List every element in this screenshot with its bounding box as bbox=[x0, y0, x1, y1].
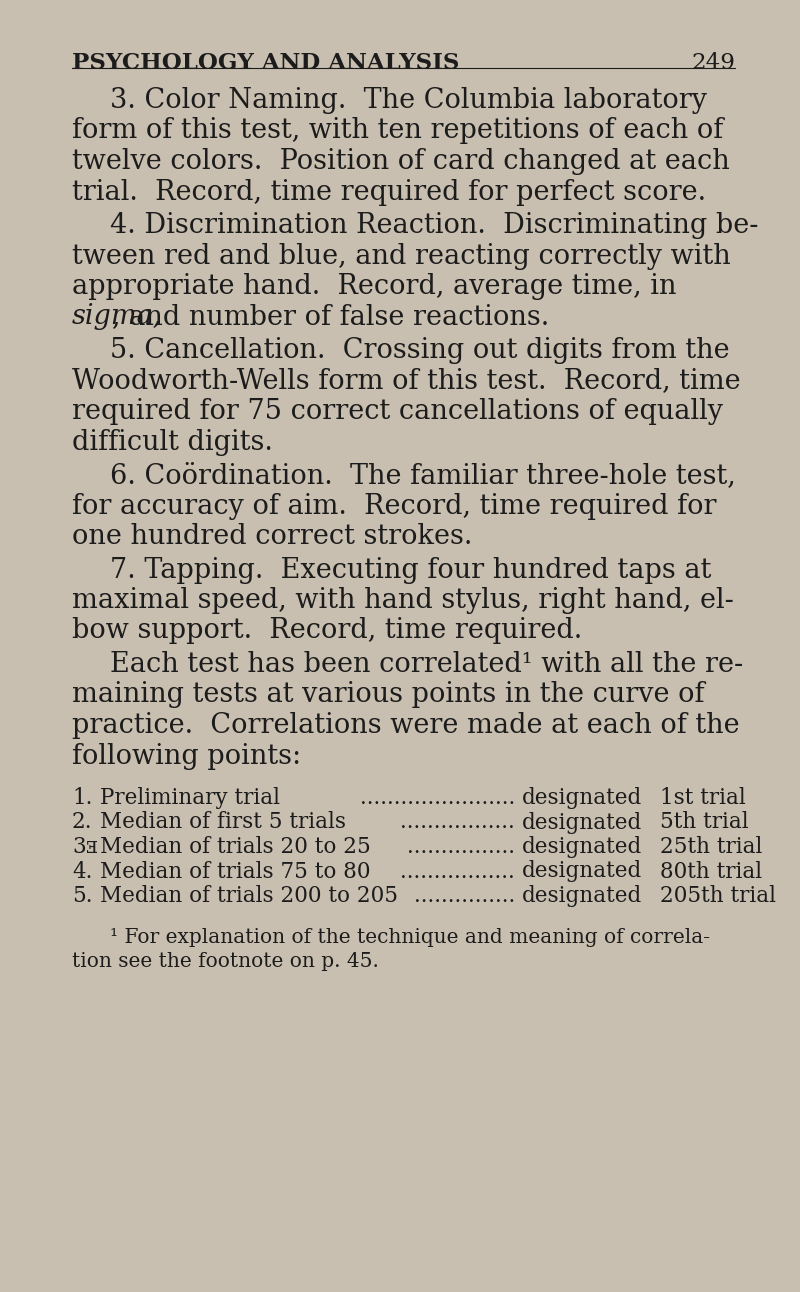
Text: 4.: 4. bbox=[72, 860, 92, 882]
Text: ................: ................ bbox=[407, 836, 515, 858]
Text: 5.: 5. bbox=[72, 885, 93, 907]
Text: 1.: 1. bbox=[72, 787, 92, 809]
Text: 25th trial: 25th trial bbox=[660, 836, 762, 858]
Text: Preliminary trial: Preliminary trial bbox=[100, 787, 280, 809]
Text: 5. Cancellation.  Crossing out digits from the: 5. Cancellation. Crossing out digits fro… bbox=[110, 337, 730, 364]
Text: 80th trial: 80th trial bbox=[660, 860, 762, 882]
Text: 7. Tapping.  Executing four hundred taps at: 7. Tapping. Executing four hundred taps … bbox=[110, 557, 711, 584]
Text: 6. Coördination.  The familiar three-hole test,: 6. Coördination. The familiar three-hole… bbox=[110, 463, 736, 488]
Text: difficult digits.: difficult digits. bbox=[72, 429, 273, 456]
Text: for accuracy of aim.  Record, time required for: for accuracy of aim. Record, time requir… bbox=[72, 492, 717, 519]
Text: 249: 249 bbox=[691, 52, 735, 74]
Text: maximal speed, with hand stylus, right hand, el-: maximal speed, with hand stylus, right h… bbox=[72, 587, 734, 614]
Text: .................: ................. bbox=[400, 811, 515, 833]
Text: trial.  Record, time required for perfect score.: trial. Record, time required for perfect… bbox=[72, 178, 706, 205]
Text: one hundred correct strokes.: one hundred correct strokes. bbox=[72, 523, 472, 550]
Text: tween red and blue, and reacting correctly with: tween red and blue, and reacting correct… bbox=[72, 243, 730, 270]
Text: sigma,: sigma, bbox=[72, 304, 162, 331]
Text: appropriate hand.  Record, average time, in: appropriate hand. Record, average time, … bbox=[72, 273, 677, 300]
Text: form of this test, with ten repetitions of each of: form of this test, with ten repetitions … bbox=[72, 118, 723, 145]
Text: tion see the footnote on p. 45.: tion see the footnote on p. 45. bbox=[72, 952, 379, 972]
Text: designated: designated bbox=[522, 860, 642, 882]
Text: 3. Color Naming.  The Columbia laboratory: 3. Color Naming. The Columbia laboratory bbox=[110, 87, 707, 114]
Text: 2.: 2. bbox=[72, 811, 93, 833]
Text: 205th trial: 205th trial bbox=[660, 885, 776, 907]
Text: , and number of false reactions.: , and number of false reactions. bbox=[112, 304, 550, 331]
Text: ¹ For explanation of the technique and meaning of correla-: ¹ For explanation of the technique and m… bbox=[110, 928, 710, 947]
Text: practice.  Correlations were made at each of the: practice. Correlations were made at each… bbox=[72, 712, 740, 739]
Text: Median of trials 20 to 25: Median of trials 20 to 25 bbox=[100, 836, 370, 858]
Text: Each test has been correlated¹ with all the re-: Each test has been correlated¹ with all … bbox=[110, 651, 743, 678]
Text: designated: designated bbox=[522, 836, 642, 858]
Text: 1st trial: 1st trial bbox=[660, 787, 746, 809]
Text: bow support.  Record, time required.: bow support. Record, time required. bbox=[72, 618, 582, 645]
Text: Median of first 5 trials: Median of first 5 trials bbox=[100, 811, 346, 833]
Text: following points:: following points: bbox=[72, 743, 301, 770]
Text: ...............: ............... bbox=[414, 885, 515, 907]
Text: PSYCHOLOGY AND ANALYSIS: PSYCHOLOGY AND ANALYSIS bbox=[72, 52, 459, 74]
Text: 4. Discrimination Reaction.  Discriminating be-: 4. Discrimination Reaction. Discriminati… bbox=[110, 212, 758, 239]
Text: Median of trials 75 to 80: Median of trials 75 to 80 bbox=[100, 860, 370, 882]
Text: maining tests at various points in the curve of: maining tests at various points in the c… bbox=[72, 681, 705, 708]
Text: designated: designated bbox=[522, 885, 642, 907]
Text: 3ⱻ: 3ⱻ bbox=[72, 836, 98, 858]
Text: .................: ................. bbox=[400, 860, 515, 882]
Text: .......................: ....................... bbox=[360, 787, 515, 809]
Text: designated: designated bbox=[522, 811, 642, 833]
Text: twelve colors.  Position of card changed at each: twelve colors. Position of card changed … bbox=[72, 149, 730, 174]
Text: Median of trials 200 to 205: Median of trials 200 to 205 bbox=[100, 885, 398, 907]
Text: Woodworth-Wells form of this test.  Record, time: Woodworth-Wells form of this test. Recor… bbox=[72, 367, 741, 394]
Text: 5th trial: 5th trial bbox=[660, 811, 749, 833]
Text: required for 75 correct cancellations of equally: required for 75 correct cancellations of… bbox=[72, 398, 723, 425]
Text: designated: designated bbox=[522, 787, 642, 809]
